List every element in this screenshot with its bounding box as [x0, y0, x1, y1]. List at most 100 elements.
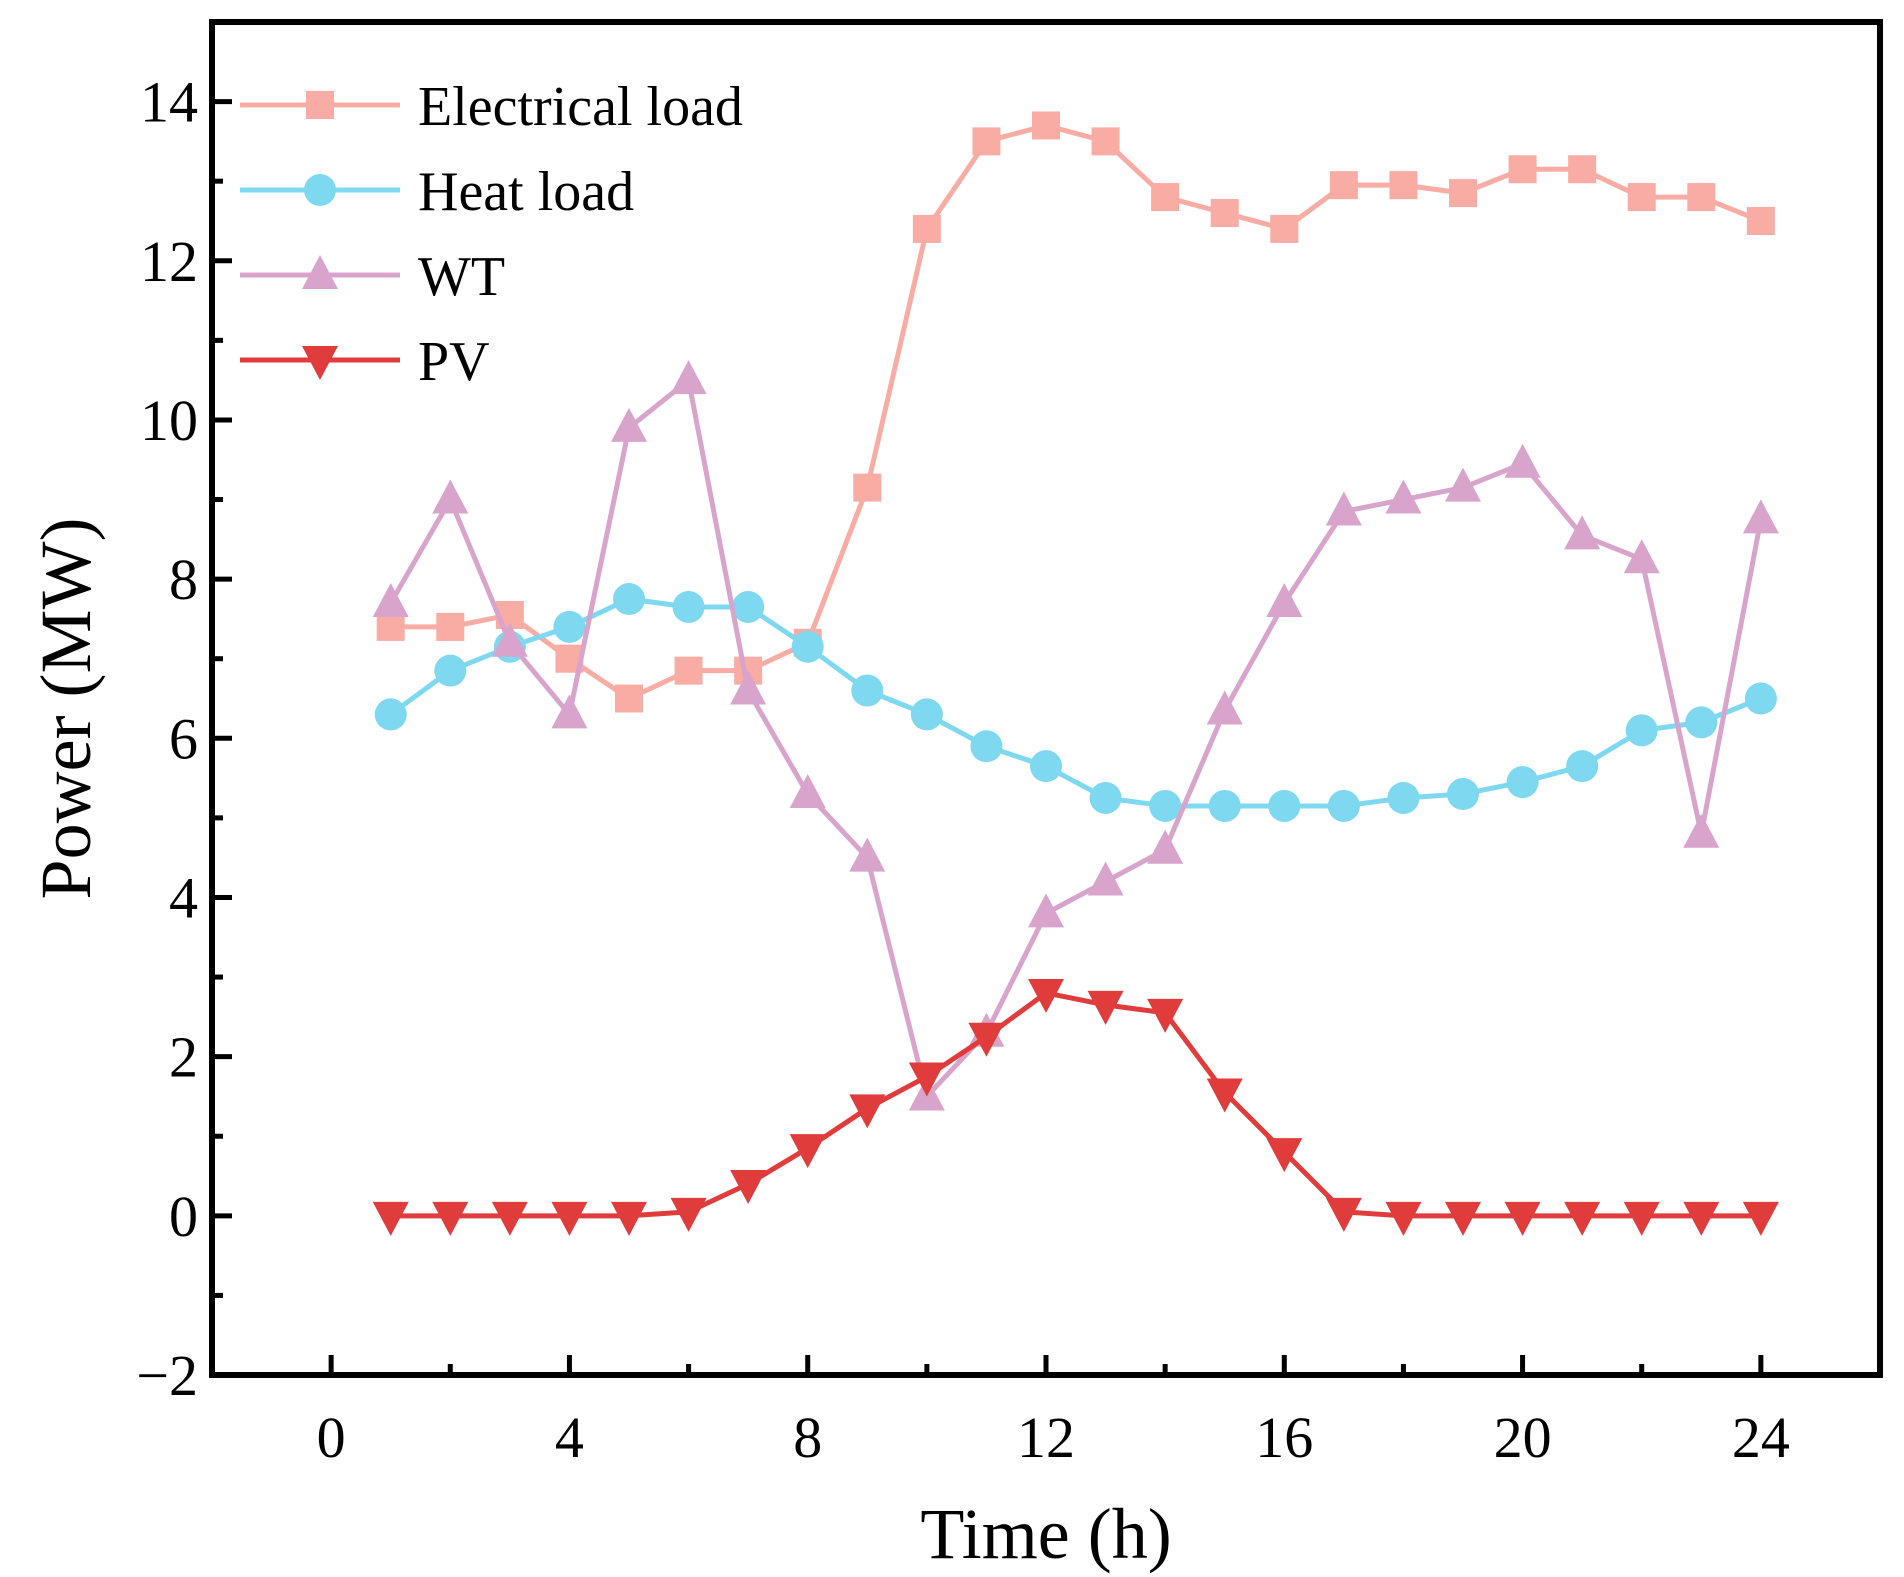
- data-point-pv: [1742, 1201, 1779, 1236]
- data-point-electrical-load: [1508, 155, 1537, 184]
- data-point-heat-load: [910, 698, 943, 731]
- data-point-heat-load: [791, 630, 824, 663]
- data-point-pv: [551, 1201, 588, 1236]
- data-point-wt: [1742, 499, 1779, 534]
- data-point-heat-load: [1149, 789, 1182, 822]
- data-point-heat-load: [1268, 789, 1301, 822]
- y-axis-title: Power (MW): [26, 518, 106, 900]
- data-point-wt: [1028, 893, 1064, 928]
- data-point-electrical-load: [1210, 199, 1239, 228]
- data-point-pv: [1087, 990, 1124, 1025]
- y-tick-label: 4: [169, 865, 198, 930]
- data-point-pv: [1385, 1201, 1422, 1236]
- series-wt: [372, 360, 1779, 1111]
- data-point-heat-load: [1030, 750, 1062, 783]
- data-point-wt: [1683, 813, 1720, 848]
- y-tick-label: 0: [169, 1184, 198, 1249]
- x-tick-label: 4: [555, 1405, 584, 1470]
- data-point-heat-load: [1566, 750, 1599, 783]
- data-point-wt: [849, 837, 886, 872]
- data-point-pv: [968, 1022, 1005, 1057]
- series-line-heat-load: [389, 596, 1762, 809]
- data-point-heat-load: [434, 654, 467, 687]
- data-point-heat-load: [1625, 714, 1658, 747]
- legend-label-pv: PV: [418, 331, 490, 393]
- legend-label-wt: WT: [418, 246, 505, 308]
- series-line-pv: [390, 990, 1761, 1219]
- y-tick-label: 8: [169, 547, 198, 612]
- data-point-heat-load: [1208, 789, 1241, 822]
- data-point-wt: [730, 670, 767, 705]
- x-tick-label: 0: [317, 1405, 346, 1470]
- data-point-wt: [551, 694, 588, 729]
- data-point-electrical-load: [1568, 155, 1597, 184]
- data-point-pv: [849, 1094, 886, 1129]
- data-point-electrical-load: [436, 612, 465, 641]
- data-point-pv: [1206, 1078, 1243, 1113]
- data-point-pv: [1683, 1201, 1720, 1236]
- data-point-electrical-load: [853, 473, 882, 502]
- legend: Electrical load Heat load WT PV: [240, 76, 743, 393]
- data-point-electrical-load: [1746, 206, 1775, 235]
- data-point-heat-load: [851, 674, 884, 707]
- data-point-pv: [1504, 1201, 1541, 1236]
- legend-marker-pv: [302, 346, 338, 380]
- data-point-pv: [1564, 1201, 1601, 1236]
- data-point-heat-load: [732, 590, 765, 623]
- data-point-electrical-load: [972, 127, 1001, 156]
- data-point-wt: [1147, 829, 1184, 864]
- data-point-pv: [1028, 978, 1064, 1013]
- data-point-pv: [611, 1201, 647, 1236]
- y-tick-label: 12: [140, 229, 198, 294]
- data-point-electrical-load: [1627, 183, 1656, 212]
- data-point-wt: [1385, 479, 1422, 514]
- legend-label-heat-load: Heat load: [418, 161, 634, 223]
- data-point-wt: [1564, 515, 1601, 550]
- data-point-pv: [670, 1197, 707, 1232]
- series-line-wt: [388, 377, 1764, 1099]
- legend-item-heat-load: Heat load: [240, 161, 634, 223]
- x-tick-label: 20: [1494, 1405, 1552, 1470]
- data-point-wt: [611, 407, 647, 442]
- data-point-wt: [372, 582, 409, 617]
- data-point-heat-load: [1387, 781, 1420, 814]
- data-point-pv: [1623, 1201, 1660, 1236]
- data-point-pv: [1266, 1138, 1303, 1173]
- x-tick-label: 24: [1732, 1405, 1790, 1470]
- data-point-electrical-load: [1329, 171, 1358, 200]
- legend-marker-electrical-load: [306, 91, 334, 119]
- data-point-pv: [432, 1201, 469, 1236]
- y-tick-label: 2: [169, 1025, 198, 1090]
- data-point-pv: [1445, 1201, 1481, 1236]
- data-point-heat-load: [1685, 706, 1718, 739]
- plot-frame: [209, 19, 1883, 1378]
- data-point-electrical-load: [1687, 183, 1716, 212]
- data-point-wt: [1087, 861, 1124, 896]
- y-tick-label: 6: [169, 706, 198, 771]
- x-tick-label: 12: [1017, 1405, 1075, 1470]
- data-point-heat-load: [672, 590, 705, 623]
- data-point-heat-load: [1506, 766, 1539, 799]
- data-point-wt: [491, 622, 528, 657]
- data-point-wt: [1325, 491, 1362, 526]
- data-point-electrical-load: [1449, 179, 1477, 208]
- data-point-wt: [1445, 467, 1481, 502]
- data-point-pv: [491, 1201, 528, 1236]
- data-point-electrical-load: [1270, 214, 1299, 243]
- data-point-wt: [789, 774, 826, 809]
- data-point-heat-load: [1089, 781, 1122, 814]
- x-tick-label: 8: [793, 1405, 822, 1470]
- y-tick-label: −2: [136, 1343, 198, 1408]
- data-point-wt: [1266, 582, 1303, 617]
- x-axis-title: Time (h): [920, 1494, 1171, 1574]
- data-point-wt: [1206, 690, 1243, 725]
- y-tick-label: 10: [140, 388, 198, 453]
- legend-item-wt: WT: [240, 246, 505, 308]
- data-point-pv: [789, 1134, 826, 1169]
- data-point-electrical-load: [1091, 127, 1120, 156]
- data-point-electrical-load: [615, 684, 643, 713]
- legend-item-electrical-load: Electrical load: [240, 76, 743, 138]
- data-point-wt: [432, 479, 469, 514]
- y-tick-label: 14: [140, 70, 198, 135]
